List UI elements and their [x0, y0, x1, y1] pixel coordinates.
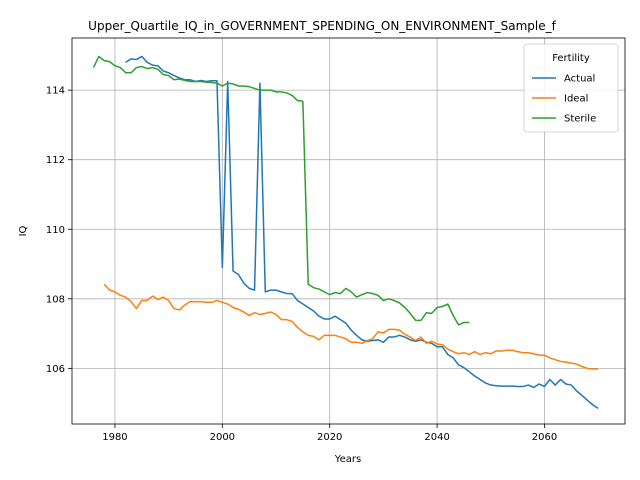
x-tick-label: 1980	[102, 432, 127, 443]
series-lines	[92, 55, 599, 409]
y-tick-label: 112	[46, 155, 65, 166]
x-tick-label: 2020	[317, 432, 342, 443]
legend-label-ideal: Ideal	[564, 94, 588, 105]
legend: Fertility Actual Ideal Sterile	[523, 43, 619, 133]
legend-label-sterile: Sterile	[564, 114, 596, 125]
legend-box	[523, 43, 619, 133]
x-tick-label: 2000	[210, 432, 235, 443]
legend-title: Fertility	[552, 53, 590, 64]
legend-label-actual: Actual	[564, 74, 595, 85]
series-line-ideal	[103, 283, 599, 370]
y-tick-label: 108	[46, 294, 65, 305]
y-tick-label: 106	[46, 364, 65, 375]
plot-area-frame	[71, 37, 626, 425]
x-tick-label: 2060	[532, 432, 557, 443]
axis-ticks: 1980 2000 2020 2040 2060 106 108 110 112 114	[46, 86, 557, 443]
series-line-sterile	[92, 55, 470, 326]
x-tick-label: 2040	[424, 432, 449, 443]
legend-items: Actual Ideal Sterile	[532, 74, 596, 125]
chart-title: Upper_Quartile_IQ_in_GOVERNMENT_SPENDING…	[88, 19, 556, 33]
y-axis-label: IQ	[18, 225, 29, 236]
y-tick-label: 110	[46, 225, 65, 236]
series-line-actual	[125, 55, 599, 409]
y-tick-label: 114	[46, 86, 65, 97]
x-axis-label: Years	[334, 454, 361, 465]
